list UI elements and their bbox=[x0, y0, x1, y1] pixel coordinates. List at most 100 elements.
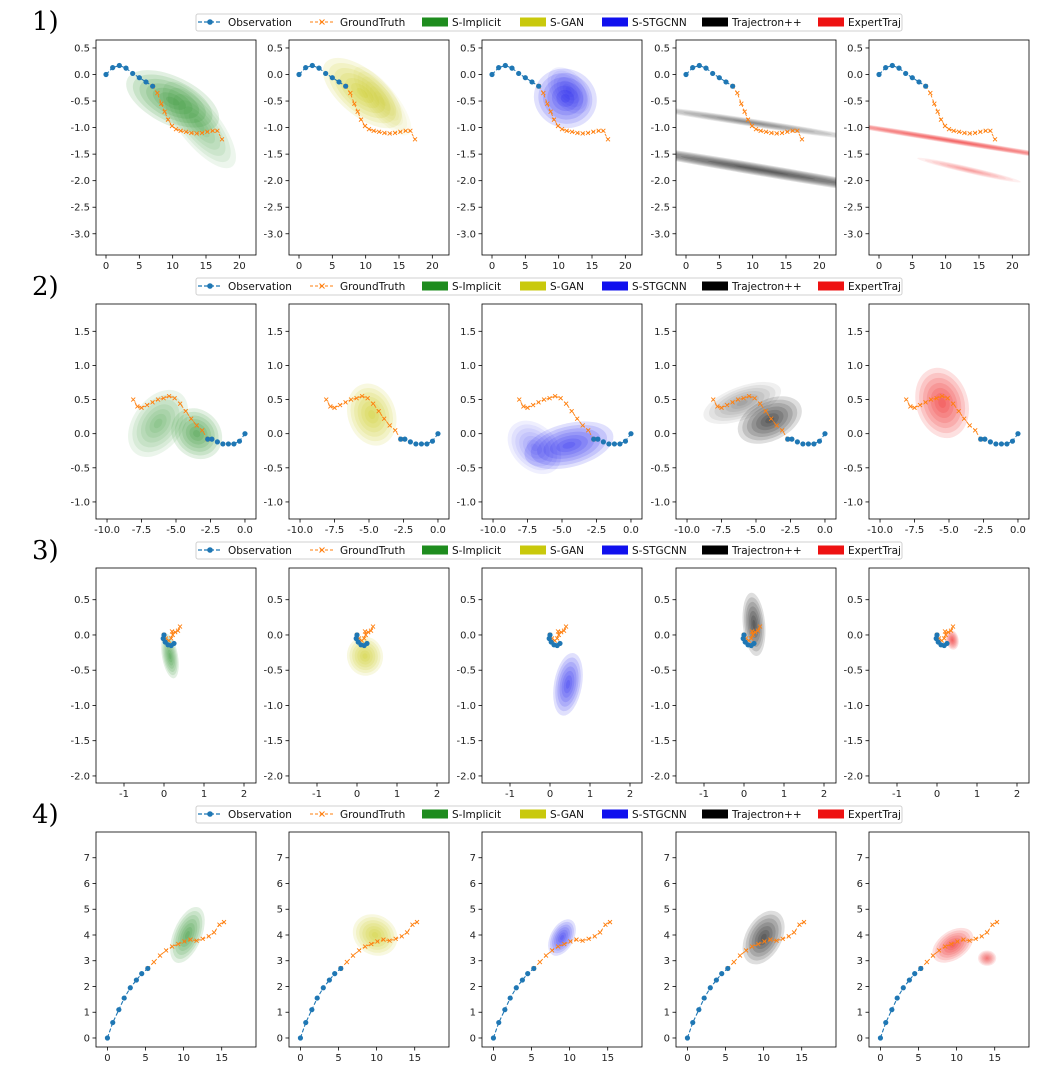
groundtruth-point bbox=[403, 128, 408, 134]
x-tick-label: 10 bbox=[746, 261, 759, 272]
panel-3-experttraj: -1 0 1 2 0.5 0.0 -0.5 -1.0 -1.5 -2.0 bbox=[843, 567, 1030, 800]
groundtruth-point bbox=[168, 636, 174, 641]
groundtruth-line bbox=[345, 85, 416, 140]
groundtruth-point bbox=[955, 939, 960, 944]
density-level-1-3 bbox=[947, 632, 957, 647]
groundtruth-point bbox=[151, 959, 157, 965]
observation-point bbox=[316, 65, 322, 71]
x-tick-label: 10 bbox=[166, 261, 179, 272]
y-tick-label: -1.5 bbox=[263, 150, 283, 161]
groundtruth-point bbox=[163, 948, 169, 953]
groundtruth-point bbox=[555, 123, 561, 129]
legend-item-observation: Observation bbox=[198, 17, 292, 29]
y-tick-label: 2 bbox=[277, 982, 283, 993]
y-tick-label: 3 bbox=[664, 956, 670, 967]
groundtruth-point bbox=[769, 130, 774, 136]
legend-patch bbox=[702, 809, 728, 819]
y-tick-label: -1.0 bbox=[70, 701, 90, 712]
density-level-2-6 bbox=[954, 166, 984, 174]
y-tick-label: 1.5 bbox=[460, 327, 476, 338]
x-tick-label: 5 bbox=[915, 1053, 921, 1064]
density-level-2-7 bbox=[565, 87, 572, 94]
groundtruth-point bbox=[376, 408, 381, 414]
groundtruth-point bbox=[743, 948, 749, 953]
x-tick-label: -10.0 bbox=[287, 525, 313, 536]
groundtruth-point bbox=[763, 129, 769, 135]
density-level-1-4 bbox=[146, 83, 200, 119]
density-level-2-3 bbox=[173, 94, 226, 156]
density-level-1-4 bbox=[357, 396, 386, 433]
density-level-1-3 bbox=[552, 924, 572, 951]
density-level-1-6 bbox=[368, 929, 382, 941]
groundtruth-point bbox=[530, 402, 536, 408]
groundtruth-point bbox=[591, 129, 596, 135]
y-tick-label: 0.5 bbox=[847, 43, 863, 54]
density-level-1-2 bbox=[745, 914, 782, 961]
observation-point bbox=[916, 79, 922, 85]
groundtruth-point bbox=[994, 919, 1000, 925]
y-tick-label: 0.0 bbox=[847, 70, 863, 81]
groundtruth-point bbox=[545, 101, 550, 107]
y-tick-label: 1.0 bbox=[267, 361, 283, 372]
groundtruth-point bbox=[221, 919, 227, 925]
groundtruth-point bbox=[967, 938, 972, 943]
observation-point bbox=[741, 632, 747, 638]
groundtruth-point bbox=[945, 629, 951, 635]
x-tick-label: -2.5 bbox=[394, 525, 414, 536]
y-tick-label: 0.0 bbox=[267, 429, 283, 440]
groundtruth-point bbox=[748, 636, 754, 641]
panel-3-s-stgcnn: -1 0 1 2 0.5 0.0 -0.5 -1.0 -1.5 -2.0 bbox=[456, 567, 643, 800]
observation-point bbox=[296, 71, 302, 78]
density-level-2-5 bbox=[522, 435, 546, 459]
density-level-1-2 bbox=[328, 62, 397, 124]
density-level-1-4 bbox=[547, 81, 584, 116]
groundtruth-point bbox=[928, 397, 934, 402]
density-level-1-1 bbox=[524, 421, 614, 470]
groundtruth-point bbox=[948, 628, 954, 634]
density-level-1-6 bbox=[901, 132, 1004, 150]
groundtruth-point bbox=[551, 117, 557, 122]
groundtruth-point bbox=[172, 629, 178, 635]
observation-point bbox=[600, 439, 606, 445]
legend-label: S-Implicit bbox=[452, 809, 501, 821]
x-tick-label: -7.5 bbox=[518, 525, 538, 536]
observation-line bbox=[879, 968, 922, 1039]
groundtruth-point bbox=[797, 922, 802, 928]
legend-item-s-gan: S-GAN bbox=[520, 281, 584, 293]
groundtruth-point bbox=[990, 922, 995, 928]
groundtruth-point bbox=[175, 628, 181, 634]
density-level-1-1 bbox=[346, 636, 384, 676]
x-tick-label: 0.0 bbox=[237, 525, 253, 536]
density-level-2-2 bbox=[979, 951, 995, 965]
y-tick-label: -2.0 bbox=[650, 771, 670, 782]
legend-patch bbox=[602, 281, 628, 291]
groundtruth-point bbox=[166, 393, 172, 399]
observation-point bbox=[918, 965, 924, 972]
axes-frame bbox=[288, 39, 450, 256]
groundtruth-point bbox=[175, 941, 181, 947]
density-level-1-2 bbox=[550, 921, 574, 954]
y-tick-label: 0.5 bbox=[267, 395, 283, 406]
density-level-1-5 bbox=[556, 929, 568, 946]
groundtruth-point bbox=[597, 930, 603, 935]
groundtruth-point bbox=[365, 629, 371, 635]
groundtruth-point bbox=[354, 395, 359, 401]
y-tick-label: 5 bbox=[84, 905, 90, 916]
groundtruth-point bbox=[370, 401, 376, 406]
density-level-2-5 bbox=[725, 393, 759, 412]
density-level-1-5 bbox=[561, 670, 575, 698]
observation-line bbox=[492, 968, 535, 1039]
observation-point bbox=[906, 977, 912, 983]
groundtruth-point bbox=[569, 129, 575, 135]
x-tick-label: -5.0 bbox=[552, 525, 572, 536]
density-level-2-4 bbox=[683, 112, 816, 133]
y-tick-label: 2 bbox=[664, 982, 670, 993]
density-level-2-3 bbox=[361, 76, 403, 126]
x-tick-label: 0 bbox=[354, 789, 360, 800]
panel-2-trajectron-: -10.0 -7.5 -5.0 -2.5 0.0 1.5 1.0 0.5 0.0 -0.5 -1.0 bbox=[650, 303, 837, 536]
y-tick-label: -1.5 bbox=[263, 736, 283, 747]
x-tick-label: 0 bbox=[104, 1053, 110, 1064]
observation-point bbox=[696, 62, 702, 69]
y-tick-label: 6 bbox=[857, 879, 863, 890]
density-level-2-1 bbox=[547, 67, 590, 114]
